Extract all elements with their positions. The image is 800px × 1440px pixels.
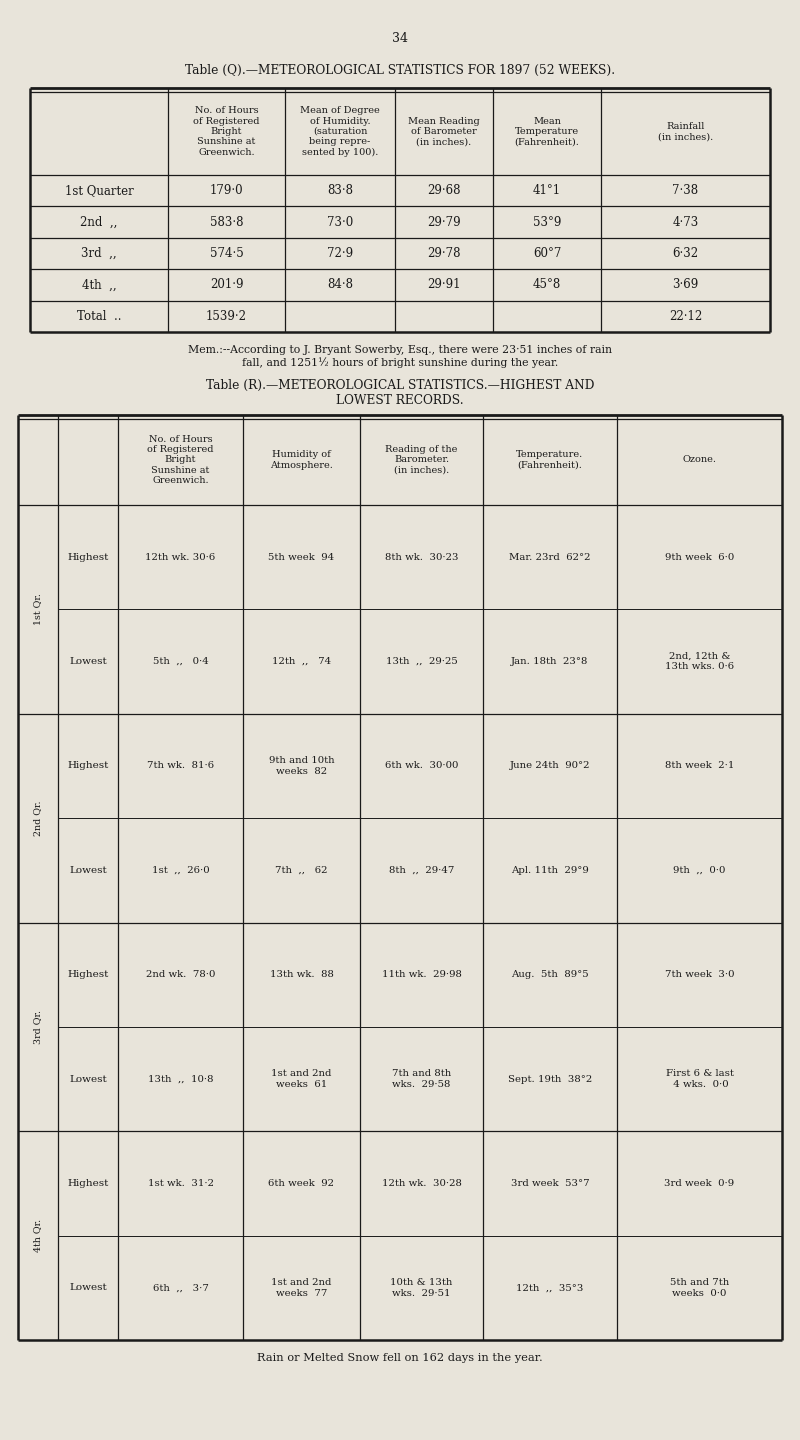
Text: 1st wk.  31·2: 1st wk. 31·2 — [147, 1179, 214, 1188]
Text: 84·8: 84·8 — [327, 278, 353, 291]
Text: 72·9: 72·9 — [327, 248, 353, 261]
Text: 3·69: 3·69 — [672, 278, 698, 291]
Text: 5th  ,,   0·4: 5th ,, 0·4 — [153, 657, 208, 667]
Text: 12th  ,,   74: 12th ,, 74 — [272, 657, 331, 667]
Text: 29·79: 29·79 — [427, 216, 461, 229]
Text: 9th  ,,  0·0: 9th ,, 0·0 — [674, 865, 726, 876]
Text: Total  ..: Total .. — [77, 310, 122, 323]
Text: No. of Hours
of Registered
Bright
Sunshine at
Greenwich.: No. of Hours of Registered Bright Sunshi… — [194, 107, 260, 157]
Text: 2nd wk.  78·0: 2nd wk. 78·0 — [146, 971, 215, 979]
Text: 12th wk.  30·28: 12th wk. 30·28 — [382, 1179, 462, 1188]
Text: Highest: Highest — [67, 553, 109, 562]
Text: 83·8: 83·8 — [327, 184, 353, 197]
Text: 7th  ,,   62: 7th ,, 62 — [275, 865, 328, 876]
Text: 5th and 7th
weeks  0·0: 5th and 7th weeks 0·0 — [670, 1279, 729, 1297]
Text: 8th  ,,  29·47: 8th ,, 29·47 — [389, 865, 454, 876]
Text: Jan. 18th  23°8: Jan. 18th 23°8 — [511, 657, 589, 667]
Text: 7th wk.  81·6: 7th wk. 81·6 — [147, 762, 214, 770]
Text: Highest: Highest — [67, 1179, 109, 1188]
Text: 73·0: 73·0 — [327, 216, 353, 229]
Text: No. of Hours
of Registered
Bright
Sunshine at
Greenwich.: No. of Hours of Registered Bright Sunshi… — [147, 435, 214, 485]
Text: 1st and 2nd
weeks  61: 1st and 2nd weeks 61 — [271, 1070, 332, 1089]
Text: 6·32: 6·32 — [673, 248, 698, 261]
Text: 12th wk. 30·6: 12th wk. 30·6 — [146, 553, 216, 562]
Text: 3rd week  0·9: 3rd week 0·9 — [665, 1179, 734, 1188]
Text: 1539·2: 1539·2 — [206, 310, 247, 323]
Text: 6th  ,,   3·7: 6th ,, 3·7 — [153, 1283, 209, 1292]
Text: 45°8: 45°8 — [533, 278, 561, 291]
Text: 9th and 10th
weeks  82: 9th and 10th weeks 82 — [269, 756, 334, 776]
Text: 41°1: 41°1 — [533, 184, 561, 197]
Text: 8th week  2·1: 8th week 2·1 — [665, 762, 734, 770]
Text: 60°7: 60°7 — [533, 248, 561, 261]
Text: Lowest: Lowest — [69, 865, 107, 876]
Text: 1st and 2nd
weeks  77: 1st and 2nd weeks 77 — [271, 1279, 332, 1297]
Text: 3rd  ,,: 3rd ,, — [81, 248, 117, 261]
Text: Lowest: Lowest — [69, 657, 107, 667]
Text: Mean
Temperature
(Fahrenheit).: Mean Temperature (Fahrenheit). — [514, 117, 579, 147]
Text: 583·8: 583·8 — [210, 216, 243, 229]
Text: 2nd  ,,: 2nd ,, — [80, 216, 118, 229]
Text: Reading of the
Barometer.
(in inches).: Reading of the Barometer. (in inches). — [386, 445, 458, 475]
Text: 1st  ,,  26·0: 1st ,, 26·0 — [152, 865, 210, 876]
Text: Lowest: Lowest — [69, 1283, 107, 1292]
Text: 8th wk.  30·23: 8th wk. 30·23 — [385, 553, 458, 562]
Text: Ozone.: Ozone. — [682, 455, 717, 465]
Text: Temperature.
(Fahrenheit).: Temperature. (Fahrenheit). — [516, 451, 584, 469]
Text: 4th Qr.: 4th Qr. — [34, 1220, 42, 1253]
Text: 11th wk.  29·98: 11th wk. 29·98 — [382, 971, 462, 979]
Text: Mean Reading
of Barometer
(in inches).: Mean Reading of Barometer (in inches). — [408, 117, 480, 147]
Text: 1st Qr.: 1st Qr. — [34, 593, 42, 625]
Text: 4·73: 4·73 — [672, 216, 698, 229]
Text: LOWEST RECORDS.: LOWEST RECORDS. — [336, 393, 464, 406]
Text: 12th  ,,  35°3: 12th ,, 35°3 — [516, 1283, 584, 1292]
Text: Mean of Degree
of Humidity.
(saturation
being repre-
sented by 100).: Mean of Degree of Humidity. (saturation … — [300, 107, 380, 157]
Text: 7th week  3·0: 7th week 3·0 — [665, 971, 734, 979]
Text: 29·91: 29·91 — [427, 278, 461, 291]
Text: 9th week  6·0: 9th week 6·0 — [665, 553, 734, 562]
Text: 3rd week  53°7: 3rd week 53°7 — [510, 1179, 590, 1188]
Text: Rain or Melted Snow fell on 162 days in the year.: Rain or Melted Snow fell on 162 days in … — [257, 1354, 543, 1364]
Text: 29·78: 29·78 — [427, 248, 461, 261]
Text: Rainfall
(in inches).: Rainfall (in inches). — [658, 122, 713, 141]
Text: 22·12: 22·12 — [669, 310, 702, 323]
Text: 5th week  94: 5th week 94 — [269, 553, 334, 562]
Text: 53°9: 53°9 — [533, 216, 561, 229]
Text: 7·38: 7·38 — [673, 184, 698, 197]
Text: 13th  ,,  29·25: 13th ,, 29·25 — [386, 657, 458, 667]
Text: Humidity of
Atmosphere.: Humidity of Atmosphere. — [270, 451, 333, 469]
Text: First 6 & last
 4 wks.  0·0: First 6 & last 4 wks. 0·0 — [666, 1070, 734, 1089]
Text: Lowest: Lowest — [69, 1074, 107, 1083]
Text: Table (Q).—METEOROLOGICAL STATISTICS FOR 1897 (52 WEEKS).: Table (Q).—METEOROLOGICAL STATISTICS FOR… — [185, 63, 615, 76]
Text: Sept. 19th  38°2: Sept. 19th 38°2 — [508, 1074, 592, 1083]
Text: Mar. 23rd  62°2: Mar. 23rd 62°2 — [510, 553, 590, 562]
Text: 2nd Qr.: 2nd Qr. — [34, 801, 42, 835]
Text: Aug.  5th  89°5: Aug. 5th 89°5 — [511, 971, 589, 979]
Text: 3rd Qr.: 3rd Qr. — [34, 1009, 42, 1044]
Text: 7th and 8th
wks.  29·58: 7th and 8th wks. 29·58 — [392, 1070, 451, 1089]
Text: 4th  ,,: 4th ,, — [82, 278, 116, 291]
Text: Highest: Highest — [67, 971, 109, 979]
Text: June 24th  90°2: June 24th 90°2 — [510, 762, 590, 770]
Text: 6th week  92: 6th week 92 — [269, 1179, 334, 1188]
Text: 13th  ,,  10·8: 13th ,, 10·8 — [148, 1074, 214, 1083]
Text: 13th wk.  88: 13th wk. 88 — [270, 971, 334, 979]
Text: Highest: Highest — [67, 762, 109, 770]
Text: Table (R).—METEOROLOGICAL STATISTICS.—HIGHEST AND: Table (R).—METEOROLOGICAL STATISTICS.—HI… — [206, 379, 594, 392]
Text: 29·68: 29·68 — [427, 184, 461, 197]
Text: 34: 34 — [392, 32, 408, 45]
Text: Mem.:--According to J. Bryant Sowerby, Esq., there were 23·51 inches of rain: Mem.:--According to J. Bryant Sowerby, E… — [188, 346, 612, 356]
Text: fall, and 1251½ hours of bright sunshine during the year.: fall, and 1251½ hours of bright sunshine… — [242, 357, 558, 369]
Text: 201·9: 201·9 — [210, 278, 243, 291]
Text: 6th wk.  30·00: 6th wk. 30·00 — [385, 762, 458, 770]
Text: 574·5: 574·5 — [210, 248, 243, 261]
Text: 1st Quarter: 1st Quarter — [65, 184, 134, 197]
Text: 179·0: 179·0 — [210, 184, 243, 197]
Text: Apl. 11th  29°9: Apl. 11th 29°9 — [511, 865, 589, 876]
Text: 10th & 13th
wks.  29·51: 10th & 13th wks. 29·51 — [390, 1279, 453, 1297]
Text: 2nd, 12th &
13th wks. 0·6: 2nd, 12th & 13th wks. 0·6 — [665, 652, 734, 671]
